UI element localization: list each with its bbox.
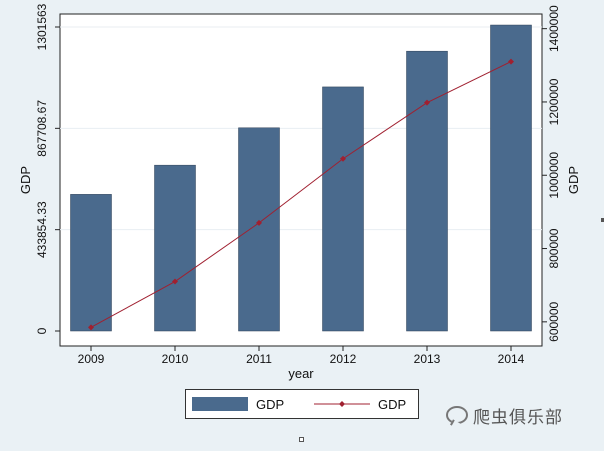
plot-area: [59, 13, 543, 347]
x-tick-label: 2012: [330, 352, 357, 366]
edge-marker: [601, 218, 604, 222]
legend-svg: GDP GDP: [192, 397, 406, 412]
bar: [238, 127, 280, 332]
line-series: [90, 61, 512, 328]
legend-line-marker: [339, 401, 345, 407]
x-tick-label: 2011: [246, 352, 272, 366]
line-point: [340, 155, 346, 162]
bar: [154, 164, 196, 332]
y-left-tick-label: 867708.67: [35, 100, 49, 157]
bar: [490, 24, 532, 332]
y-left-tick-label: 433854.33: [35, 201, 49, 258]
bar: [322, 86, 364, 332]
chat-bubble-icon: [446, 406, 468, 424]
legend: GDP GDP: [185, 389, 419, 419]
x-tick-label: 2014: [498, 352, 525, 366]
x-tick-label: 2013: [414, 352, 441, 366]
y-axis-label-right: GDP: [566, 166, 581, 194]
bar: [70, 194, 112, 332]
x-tick-label: 2010: [162, 352, 189, 366]
x-axis-label: year: [288, 366, 314, 381]
y-right-tick-label: 1400000: [547, 5, 561, 52]
x-tick-label: 2009: [78, 352, 105, 366]
line-point: [508, 58, 514, 65]
y-right-tick-label: 600000: [547, 301, 561, 341]
legend-bar-swatch: [192, 397, 248, 411]
y-right-tick-label: 1200000: [547, 78, 561, 125]
line-point: [88, 324, 94, 331]
legend-bar-label: GDP: [256, 397, 284, 412]
y-right-tick-label: 800000: [547, 228, 561, 268]
watermark-text: 爬虫俱乐部: [473, 407, 563, 428]
line-point: [256, 219, 262, 226]
line-point: [172, 278, 178, 285]
y-left-tick-label: 1301563: [35, 3, 49, 50]
bar: [406, 50, 448, 332]
y-right-tick-label: 1000000: [547, 152, 561, 199]
y-left-tick-label: 0: [35, 327, 49, 334]
watermark: 爬虫俱乐部: [446, 404, 563, 428]
y-axis-label-left: GDP: [18, 166, 33, 194]
legend-line-label: GDP: [378, 397, 406, 412]
line-point: [424, 99, 430, 106]
resize-handle[interactable]: [299, 437, 304, 442]
